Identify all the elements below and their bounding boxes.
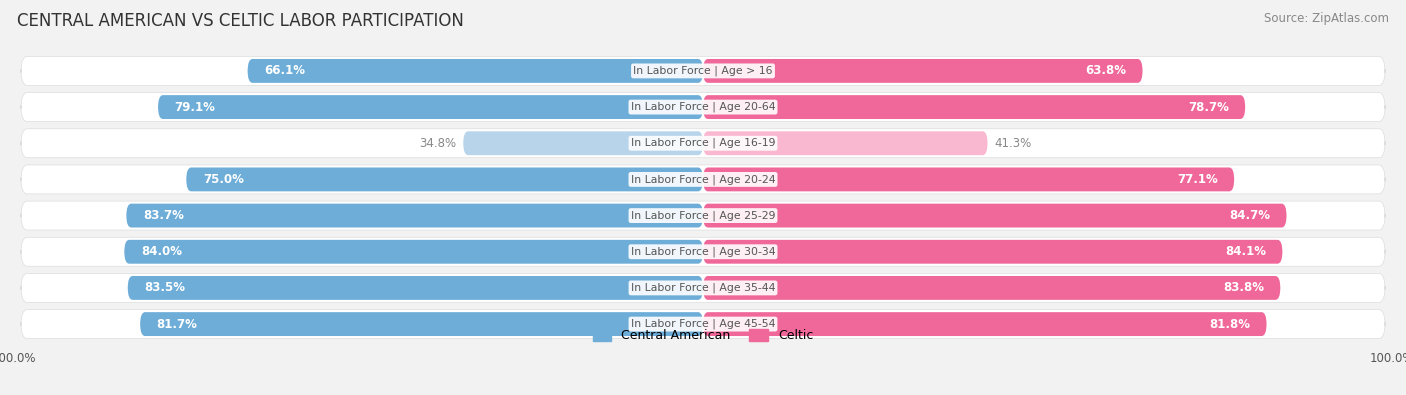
FancyBboxPatch shape — [703, 59, 1143, 83]
Text: 83.7%: 83.7% — [143, 209, 184, 222]
Text: 75.0%: 75.0% — [202, 173, 243, 186]
Text: 84.1%: 84.1% — [1225, 245, 1265, 258]
FancyBboxPatch shape — [141, 312, 703, 336]
Text: In Labor Force | Age 35-44: In Labor Force | Age 35-44 — [631, 283, 775, 293]
FancyBboxPatch shape — [157, 95, 703, 119]
FancyBboxPatch shape — [21, 310, 1385, 339]
FancyBboxPatch shape — [703, 312, 1267, 336]
FancyBboxPatch shape — [21, 129, 1385, 158]
Text: 41.3%: 41.3% — [994, 137, 1032, 150]
Text: 34.8%: 34.8% — [419, 137, 457, 150]
FancyBboxPatch shape — [21, 273, 1385, 303]
Text: 83.5%: 83.5% — [145, 281, 186, 294]
FancyBboxPatch shape — [703, 240, 1282, 264]
FancyBboxPatch shape — [21, 92, 1385, 122]
Legend: Central American, Celtic: Central American, Celtic — [588, 324, 818, 347]
Text: In Labor Force | Age 45-54: In Labor Force | Age 45-54 — [631, 319, 775, 329]
Text: CENTRAL AMERICAN VS CELTIC LABOR PARTICIPATION: CENTRAL AMERICAN VS CELTIC LABOR PARTICI… — [17, 12, 464, 30]
Text: 63.8%: 63.8% — [1085, 64, 1126, 77]
Text: 81.8%: 81.8% — [1209, 318, 1250, 331]
Text: 79.1%: 79.1% — [174, 101, 215, 114]
Text: In Labor Force | Age 30-34: In Labor Force | Age 30-34 — [631, 246, 775, 257]
FancyBboxPatch shape — [463, 131, 703, 155]
FancyBboxPatch shape — [21, 237, 1385, 266]
FancyBboxPatch shape — [703, 167, 1234, 191]
Text: In Labor Force | Age 25-29: In Labor Force | Age 25-29 — [631, 210, 775, 221]
FancyBboxPatch shape — [124, 240, 703, 264]
FancyBboxPatch shape — [127, 204, 703, 228]
FancyBboxPatch shape — [703, 95, 1246, 119]
FancyBboxPatch shape — [21, 56, 1385, 85]
Text: 83.8%: 83.8% — [1223, 281, 1264, 294]
Text: In Labor Force | Age > 16: In Labor Force | Age > 16 — [633, 66, 773, 76]
Text: In Labor Force | Age 20-24: In Labor Force | Age 20-24 — [631, 174, 775, 185]
Text: 66.1%: 66.1% — [264, 64, 305, 77]
FancyBboxPatch shape — [247, 59, 703, 83]
Text: 81.7%: 81.7% — [156, 318, 198, 331]
FancyBboxPatch shape — [703, 276, 1281, 300]
FancyBboxPatch shape — [21, 201, 1385, 230]
FancyBboxPatch shape — [21, 165, 1385, 194]
FancyBboxPatch shape — [703, 131, 987, 155]
Text: Source: ZipAtlas.com: Source: ZipAtlas.com — [1264, 12, 1389, 25]
Text: In Labor Force | Age 20-64: In Labor Force | Age 20-64 — [631, 102, 775, 112]
Text: 77.1%: 77.1% — [1177, 173, 1218, 186]
FancyBboxPatch shape — [128, 276, 703, 300]
Text: 84.7%: 84.7% — [1229, 209, 1270, 222]
Text: In Labor Force | Age 16-19: In Labor Force | Age 16-19 — [631, 138, 775, 149]
FancyBboxPatch shape — [703, 204, 1286, 228]
FancyBboxPatch shape — [186, 167, 703, 191]
Text: 78.7%: 78.7% — [1188, 101, 1229, 114]
Text: 84.0%: 84.0% — [141, 245, 181, 258]
